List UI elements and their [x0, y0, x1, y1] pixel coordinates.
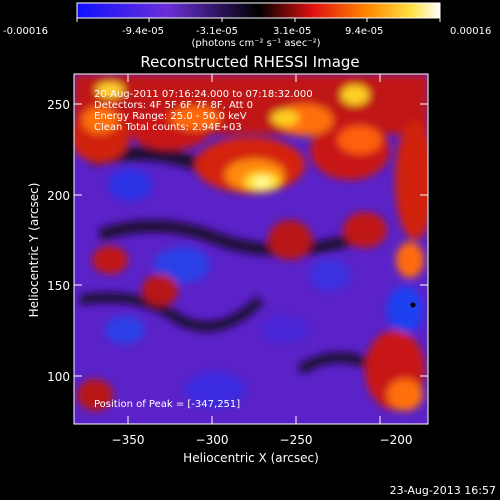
peak-position-label: Position of Peak = [-347,251]: [94, 399, 240, 410]
annotation-line: Energy Range: 25.0 - 50.0 keV: [94, 111, 247, 122]
colorbar-tick-label: 0.00016: [450, 26, 491, 37]
y-tick-label: 250: [47, 98, 70, 112]
x-axis-label: Heliocentric X (arcsec): [183, 451, 319, 465]
plot-title: Reconstructed RHESSI Image: [140, 53, 359, 71]
peak-marker: [410, 302, 416, 308]
x-axis: [127, 74, 381, 424]
footer-timestamp: 23-Aug-2013 16:57: [390, 484, 496, 497]
y-tick-label: 150: [47, 279, 70, 293]
heatmap-image: [74, 74, 428, 424]
annotation-block: 20-Aug-2011 07:16:24.000 to 07:18:32.000…: [94, 89, 313, 133]
colorbar: -0.00016 -9.4e-05 -3.1e-05 3.1e-05 9.4e-…: [3, 2, 491, 49]
y-tick-label: 200: [47, 189, 70, 203]
colorbar-tick-label: 9.4e-05: [345, 26, 383, 37]
y-tick-label: 100: [47, 370, 70, 384]
colorbar-ticks: [76, 18, 441, 22]
y-axis-label: Heliocentric Y (arcsec): [27, 183, 41, 318]
x-tick-label: −350: [112, 433, 145, 447]
x-tick-label: −200: [380, 433, 413, 447]
colorbar-tick-label: -3.1e-05: [196, 26, 238, 37]
colorbar-tick-label: -9.4e-05: [122, 26, 164, 37]
colorbar-gradient: [76, 2, 441, 19]
colorbar-tick-label: 3.1e-05: [273, 26, 311, 37]
colorbar-unit-label: (photons cm⁻² s⁻¹ asec⁻²): [191, 38, 320, 49]
annotation-line: Clean Total counts: 2.94E+03: [94, 122, 242, 133]
x-tick-label: −300: [196, 433, 229, 447]
annotation-line: 20-Aug-2011 07:16:24.000 to 07:18:32.000: [94, 89, 313, 100]
y-axis: [74, 103, 428, 377]
annotation-line: Detectors: 4F 5F 6F 7F 8F, Att 0: [94, 100, 253, 111]
plot-frame: [73, 73, 429, 425]
x-tick-label: −250: [280, 433, 313, 447]
colorbar-tick-label: -0.00016: [3, 26, 48, 37]
